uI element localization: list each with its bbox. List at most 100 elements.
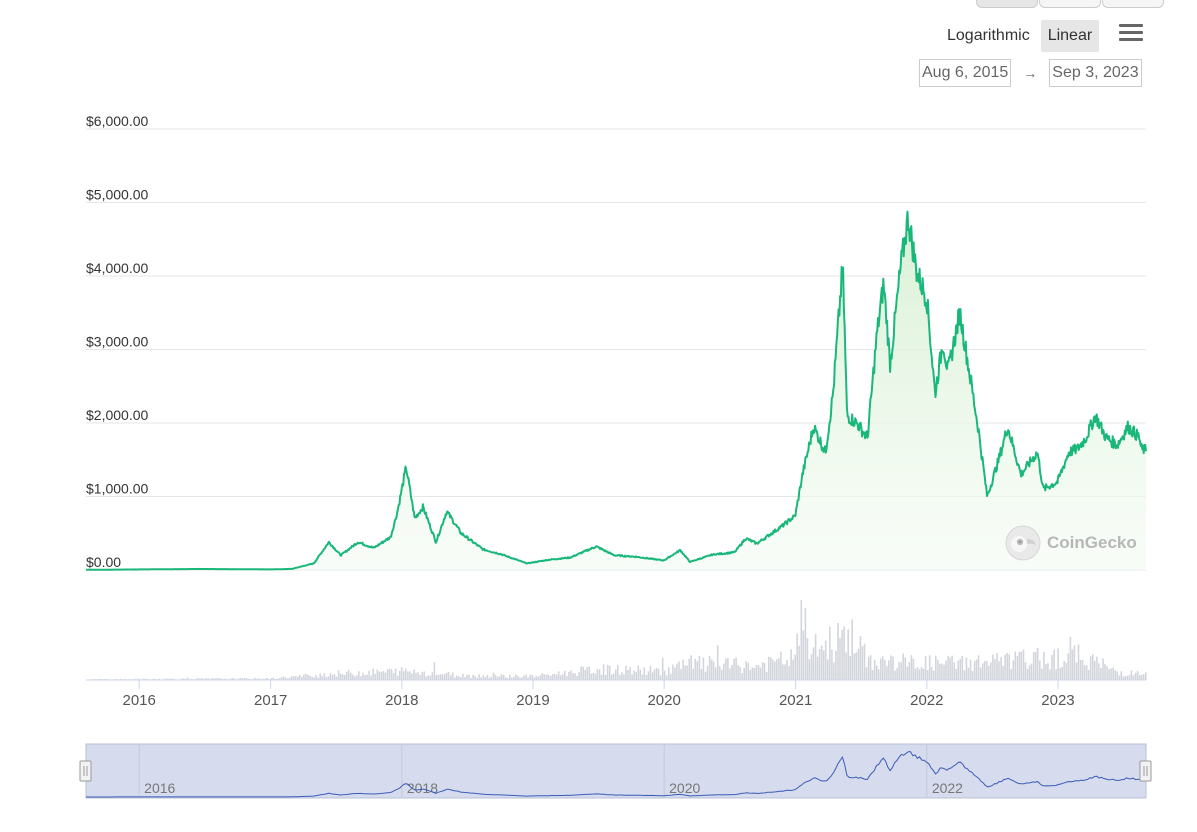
volume-bar [904,657,906,680]
volume-bar [731,665,733,680]
volume-bar [492,672,495,680]
volume-bar [578,672,580,680]
top-tab[interactable] [1039,0,1101,8]
volume-bar [1116,671,1118,680]
volume-bar [637,665,639,680]
navigator-axis: 2016 2018 2020 2022 [138,745,963,797]
volume-bar [733,658,735,680]
volume-bar [1085,665,1088,680]
volume-bar [460,677,462,680]
date-from-input[interactable]: Aug 6, 2015 [919,59,1012,87]
volume-bar [1096,656,1098,680]
volume-bar [278,678,281,680]
hamburger-menu-icon[interactable] [1119,24,1143,44]
date-to-input[interactable]: Sep 3, 2023 [1049,59,1142,87]
volume-bar [1018,651,1021,680]
volume-bar [851,619,853,680]
x-tick-label: 2019 [516,692,549,709]
volume-bar [698,655,701,680]
volume-bar [790,649,792,680]
volume-bar [498,676,501,680]
volume-bar [786,659,788,680]
volume-bar [574,673,576,680]
volume-bar [875,665,878,680]
volume-bar [725,658,727,680]
volume-bar [417,672,419,680]
volume-bar [741,673,743,680]
volume-bar [311,676,313,680]
y-tick-label: $0.00 [86,554,121,570]
volume-bar [610,674,613,680]
volume-bar [668,667,670,680]
volume-bar [191,678,193,680]
volume-bar [1145,672,1147,680]
logarithmic-scale-button[interactable]: Logarithmic [947,27,1030,44]
volume-bar [935,655,937,680]
volume-bar [600,674,603,680]
volume-bar [902,653,904,680]
volume-bar [983,660,986,680]
volume-bar [331,674,334,680]
volume-bar [898,662,900,680]
volume-bar [886,666,888,680]
volume-bar [743,668,745,680]
volume-bar [625,665,627,680]
volume-bar [619,674,621,680]
linear-scale-button[interactable]: Linear [1040,20,1100,52]
volume-bar [792,659,794,680]
volume-bar [502,674,505,680]
top-tab[interactable] [976,0,1038,8]
volume-bar [523,675,525,680]
volume-bar [692,668,694,680]
volume-bar [272,677,275,680]
volume-bar [894,670,896,680]
volume-bar [890,655,892,680]
volume-bar [763,663,766,680]
volume-bar [780,651,782,680]
volume-bar [443,674,446,680]
volume-bar [421,672,423,680]
volume-bar [509,674,511,680]
volume-bar [195,678,197,680]
volume-bar [347,669,350,680]
volume-bar [951,655,953,680]
top-tab[interactable] [1102,0,1164,8]
volume-bar [321,676,323,680]
volume-bar [959,658,962,680]
volume-bar [211,678,213,680]
volume-bar [201,678,203,680]
volume-bar [831,649,833,680]
volume-bar [759,667,762,680]
volume-bar [403,671,405,680]
volume-bar [378,671,381,680]
volume-bar [372,668,374,680]
volume-bar [533,677,535,680]
volume-bar [853,653,856,680]
volume-bar [1077,644,1080,680]
volume-bar [476,677,478,680]
volume-bar [549,676,552,680]
volume-bar [1138,674,1141,680]
volume-bar [769,657,772,680]
navigator-handle-right[interactable] [1139,760,1152,782]
volume-bar [413,669,415,680]
x-tick-label: 2022 [910,692,943,709]
volume-bar [437,674,440,680]
volume-bar [543,674,546,680]
volume-bar [604,675,607,680]
volume-bar [303,674,305,680]
volume-bar [384,672,387,680]
navigator-handle-left[interactable] [79,760,92,782]
x-axis: 2016 2017 2018 2019 2020 2021 2022 2023 [122,680,1075,709]
volume-bar [608,665,611,680]
volume-bar [776,659,778,680]
volume-bar [998,661,1000,680]
volume-bar [474,676,476,680]
volume-bar [1075,662,1078,680]
volume-bar [482,675,485,680]
volume-bar [718,666,721,680]
volume-bar [1043,652,1045,680]
volume-bar [484,677,487,680]
volume-bar [808,659,811,680]
